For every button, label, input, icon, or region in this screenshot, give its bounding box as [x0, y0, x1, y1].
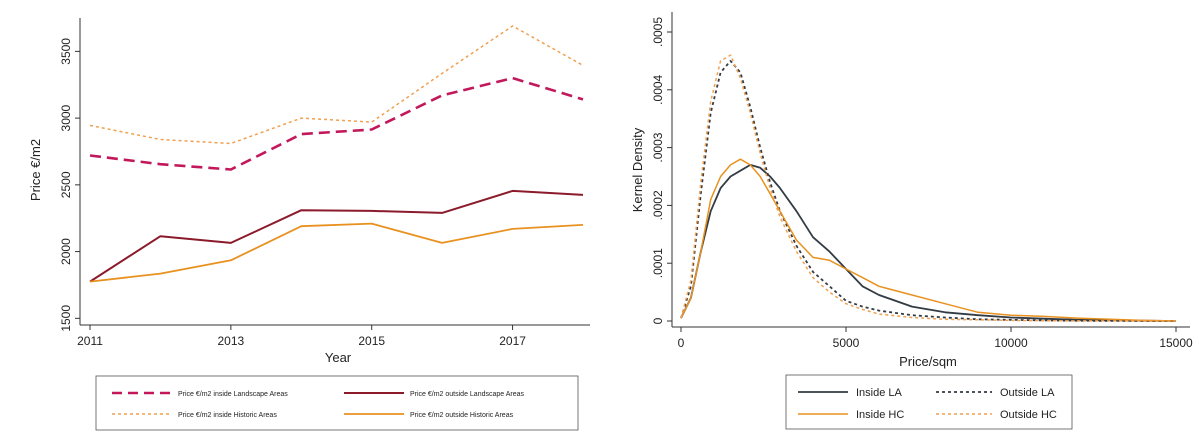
right-legend-label-1: Inside LA: [856, 387, 903, 399]
right-y-tick-label: .0005: [651, 17, 665, 47]
left-legend-label-4: Price €/m2 outside Historic Areas: [410, 412, 514, 419]
right-legend-label-3: Inside HC: [856, 409, 904, 421]
left-y-ticks: 1500 2000 2500 3000 3500: [59, 38, 80, 332]
left-legend-item-1: Price €/m2 inside Landscape Areas: [112, 391, 288, 398]
right-legend-item-4: Outside HC: [936, 409, 1057, 421]
right-x-ticks: 0 5000 10000 15000: [678, 327, 1193, 350]
left-chart: 1500 2000 2500 3000 3500 2011 2013 2015 2017 Pr…: [28, 18, 590, 431]
left-y-tick-label: 2000: [59, 238, 73, 265]
right-series-line-2: [680, 60, 1177, 322]
left-legend-label-2: Price €/m2 outside Landscape Areas: [410, 391, 525, 398]
right-y-tick-label: .0001: [651, 248, 665, 278]
right-x-axis-label: Price/sqm: [899, 354, 957, 369]
right-legend-item-1: Inside LA: [798, 387, 903, 399]
left-panel-background: [0, 0, 600, 446]
left-x-tick-label: 2017: [499, 334, 526, 348]
right-legend-box: [785, 374, 1073, 430]
left-series-group: [89, 25, 584, 283]
right-legend-label-2: Outside LA: [1000, 387, 1055, 399]
right-y-ticks: 0 .0001 .0002 .0003 .0004 .0005: [651, 17, 672, 324]
left-y-tick-label: 1500: [59, 305, 73, 332]
left-y-axis-label: Price €/m2: [28, 139, 43, 201]
right-y-tick-label: .0004: [651, 74, 665, 104]
left-x-tick-label: 2015: [358, 334, 385, 348]
left-x-tick-label: 2013: [218, 334, 245, 348]
left-x-ticks: 2011 2013 2015 2017: [77, 325, 526, 348]
right-series-line-3: [680, 158, 1177, 322]
right-chart: 0 .0001 .0002 .0003 .0004 .0005 0 5000 10000 150…: [630, 12, 1193, 430]
right-panel-background: [612, 0, 1194, 446]
right-series-line-1: [680, 163, 1177, 322]
left-legend-box: [95, 375, 579, 431]
right-y-tick-label: 0: [651, 317, 665, 324]
right-x-tick-label: 15000: [1159, 336, 1193, 350]
right-y-tick-label: .0002: [651, 190, 665, 220]
left-y-tick-label: 3500: [59, 38, 73, 65]
right-legend-item-2: Outside LA: [936, 387, 1055, 399]
left-series-line-3: [89, 25, 584, 145]
right-legend-label-4: Outside HC: [1000, 409, 1057, 421]
left-legend-item-3: Price €/m2 inside Historic Areas: [112, 412, 277, 419]
right-series-group: [680, 54, 1177, 322]
left-x-axis-label: Year: [325, 350, 352, 365]
right-x-tick-label: 10000: [994, 336, 1028, 350]
right-x-tick-label: 0: [678, 336, 685, 350]
left-y-tick-label: 2500: [59, 171, 73, 198]
left-y-tick-label: 3000: [59, 104, 73, 131]
right-y-axis-label: Kernel Density: [630, 127, 645, 212]
left-series-line-2: [89, 189, 584, 283]
right-legend-item-3: Inside HC: [798, 409, 904, 421]
left-x-tick-label: 2011: [77, 334, 103, 348]
left-legend-item-2: Price €/m2 outside Landscape Areas: [344, 391, 525, 398]
right-y-tick-label: .0003: [651, 132, 665, 162]
left-legend-label-3: Price €/m2 inside Historic Areas: [178, 412, 277, 419]
left-series-line-4: [89, 222, 584, 283]
left-legend-label-1: Price €/m2 inside Landscape Areas: [178, 391, 288, 398]
left-series-line-1: [89, 76, 584, 171]
right-x-tick-label: 5000: [833, 336, 860, 350]
left-legend-item-4: Price €/m2 outside Historic Areas: [344, 412, 514, 419]
